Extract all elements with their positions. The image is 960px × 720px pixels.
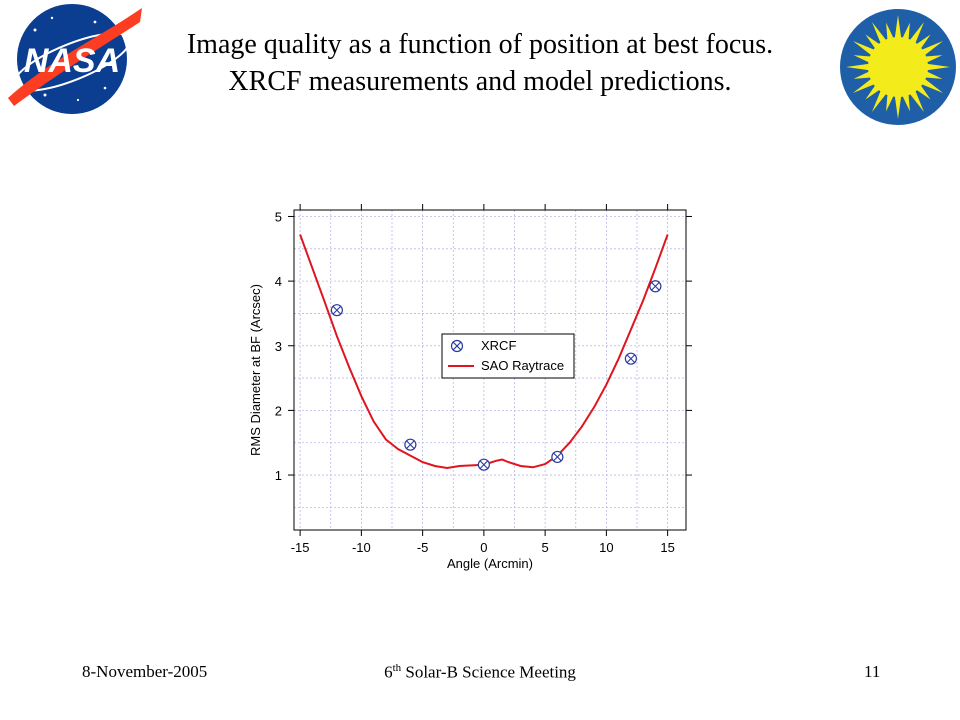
chart: -15 -10 -5 0 5 10 15 1 2 3 4 5 Angle (Arcmin) RMS D… xyxy=(236,190,706,590)
y-axis-label: RMS Diameter at BF (Arcsec) xyxy=(248,284,263,456)
legend-box xyxy=(441,333,575,379)
sun-ray xyxy=(852,41,876,57)
x-tick-label: -10 xyxy=(352,540,371,555)
sun-ray xyxy=(920,77,944,93)
sun-ray xyxy=(886,22,895,42)
footer-meeting-name: Solar-B Science Meeting xyxy=(401,662,576,682)
data-point-xrcf xyxy=(649,280,662,293)
y-tick-label: 5 xyxy=(275,209,282,224)
slide-title: Image quality as a function of position … xyxy=(186,29,774,97)
sun-ray xyxy=(853,70,873,79)
nasa-meatball-icon: NASA xyxy=(0,0,145,118)
legend-marker-icon xyxy=(450,339,464,353)
x-tick-label: -15 xyxy=(291,540,310,555)
sun-ray xyxy=(925,63,950,71)
x-tick-label: 5 xyxy=(542,540,549,555)
sun-ray xyxy=(886,92,895,112)
sun-ray xyxy=(908,89,924,113)
nasa-logo: NASA xyxy=(0,0,145,118)
sun-ray xyxy=(872,21,888,45)
legend-label-raytrace: SAO Raytrace xyxy=(481,358,564,373)
plot-frame xyxy=(293,209,687,531)
chart-svg: -15 -10 -5 0 5 10 15 1 2 3 4 5 Angle (Arcmin) RMS D… xyxy=(248,204,692,571)
data-point-xrcf xyxy=(624,352,637,365)
legend-marker-xrcf xyxy=(450,339,464,353)
chart-legend: XRCF SAO Raytrace xyxy=(441,333,575,379)
axis-ticks: -15 -10 -5 0 5 10 15 1 2 3 4 5 xyxy=(275,204,692,555)
sun-ray xyxy=(853,55,873,64)
x-axis-label: Angle (Arcmin) xyxy=(447,556,533,571)
sun-ray xyxy=(901,22,910,42)
series-line-raytrace xyxy=(299,234,669,469)
data-point-xrcf xyxy=(404,438,417,451)
chart-series xyxy=(299,234,669,471)
y-tick-label: 1 xyxy=(275,468,282,483)
sun-ray xyxy=(923,70,943,79)
data-point-xrcf xyxy=(477,458,490,471)
sun-ray xyxy=(852,77,876,93)
y-tick-label: 2 xyxy=(275,403,282,418)
y-tick-label: 3 xyxy=(275,339,282,354)
sun-ray xyxy=(894,15,902,40)
footer-date: 8-November-2005 xyxy=(82,662,208,681)
footer-page-number: 11 xyxy=(864,662,881,681)
smithsonian-logo xyxy=(836,6,960,128)
sun-ray xyxy=(846,63,871,71)
x-tick-label: -5 xyxy=(417,540,429,555)
footer-meeting: 6th Solar-B Science Meeting xyxy=(360,662,600,683)
footer-meeting-ordinal: th xyxy=(392,662,402,674)
data-point-xrcf xyxy=(330,304,343,317)
sun-ray xyxy=(901,92,910,112)
legend-label-xrcf: XRCF xyxy=(481,338,516,353)
sun-ray xyxy=(894,94,902,119)
data-point-xrcf xyxy=(551,450,564,464)
y-tick-label: 4 xyxy=(275,274,282,289)
x-tick-label: 0 xyxy=(480,540,487,555)
nasa-logo-text: NASA xyxy=(24,42,120,80)
footer-meeting-number: 6 xyxy=(384,662,393,682)
x-tick-label: 15 xyxy=(660,540,674,555)
sun-icon xyxy=(840,9,956,125)
sun-ray xyxy=(872,89,888,113)
sun-ray xyxy=(920,41,944,57)
sun-rays xyxy=(846,15,950,119)
x-tick-label: 10 xyxy=(599,540,613,555)
sun-ray xyxy=(923,55,943,64)
sun-ray xyxy=(908,21,924,45)
